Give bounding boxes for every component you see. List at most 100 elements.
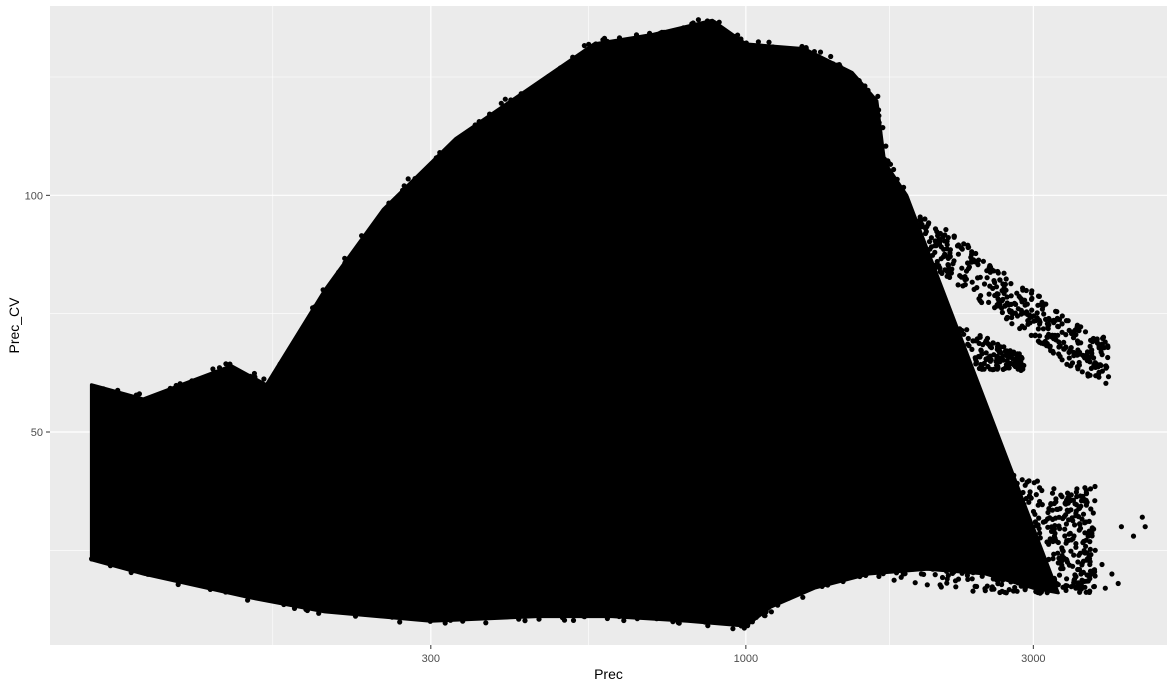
data-point [874, 464, 881, 470]
data-point [926, 503, 932, 509]
data-point [987, 517, 993, 523]
data-point [975, 275, 981, 281]
data-point [900, 480, 906, 486]
data-point [980, 258, 987, 264]
data-point [783, 520, 789, 526]
data-point [1097, 362, 1103, 368]
data-point [978, 566, 984, 572]
data-point [1012, 358, 1018, 364]
data-point [386, 200, 392, 206]
data-point [804, 460, 811, 466]
data-point [917, 349, 924, 355]
data-point [782, 47, 788, 53]
data-point [930, 519, 937, 525]
data-point [962, 277, 968, 283]
data-point [868, 471, 875, 478]
data-point [1076, 506, 1082, 512]
data-point [969, 279, 975, 285]
data-point [226, 366, 232, 372]
data-point [1087, 372, 1093, 378]
data-point [818, 552, 825, 558]
data-point [1013, 301, 1019, 307]
data-point [803, 494, 809, 500]
point-cloud [89, 18, 1060, 628]
data-point [1040, 326, 1046, 332]
data-point [877, 130, 883, 136]
data-point [999, 581, 1005, 588]
data-point [1062, 500, 1069, 506]
data-point [990, 340, 996, 346]
data-point [974, 495, 980, 501]
data-point [875, 506, 882, 512]
data-point [865, 458, 871, 464]
data-point [894, 507, 900, 513]
data-point [102, 389, 108, 395]
data-point [1039, 502, 1045, 508]
data-point [870, 336, 876, 342]
data-point [800, 547, 806, 553]
data-point [995, 365, 1001, 371]
data-point [935, 481, 941, 487]
data-point [342, 255, 348, 261]
data-point [837, 494, 843, 500]
data-point [813, 428, 819, 434]
data-point [889, 484, 895, 491]
data-point [887, 467, 893, 474]
data-point [876, 120, 882, 126]
data-point [747, 45, 753, 52]
data-point [870, 477, 876, 484]
data-point [175, 581, 181, 588]
data-point [830, 508, 836, 514]
data-point [1015, 568, 1021, 575]
data-point [904, 322, 910, 328]
data-point [944, 529, 950, 536]
data-point [1009, 564, 1015, 571]
data-point [1061, 339, 1067, 345]
data-point [961, 331, 967, 337]
data-point [1037, 535, 1043, 541]
data-point [297, 601, 303, 607]
data-point [1059, 494, 1065, 500]
data-point [931, 262, 938, 268]
data-point [930, 485, 936, 491]
data-point [207, 586, 213, 593]
data-point [1059, 553, 1065, 559]
data-point [955, 354, 961, 360]
data-point [657, 30, 663, 36]
data-point [902, 555, 908, 561]
data-point [675, 619, 681, 626]
data-point [869, 447, 875, 453]
data-point [1017, 499, 1024, 505]
data-point [947, 535, 953, 541]
data-point [795, 539, 801, 545]
data-point [973, 361, 979, 367]
data-point [764, 604, 770, 610]
data-point [940, 364, 946, 370]
data-point [1049, 507, 1055, 513]
data-point [1079, 369, 1085, 375]
data-point [310, 305, 316, 311]
data-point [1050, 348, 1056, 354]
data-point [953, 497, 959, 503]
data-point [987, 283, 993, 289]
data-point [1051, 526, 1057, 532]
data-point [924, 538, 931, 545]
data-point [1045, 509, 1051, 516]
data-point [1057, 526, 1063, 532]
data-point [847, 522, 853, 529]
data-point [884, 458, 890, 464]
data-point [959, 570, 965, 576]
data-point [840, 501, 846, 507]
data-point [824, 535, 830, 541]
data-point [924, 549, 930, 555]
data-point [920, 506, 927, 512]
data-point [965, 497, 971, 503]
data-point [1058, 566, 1064, 572]
data-point [789, 545, 795, 551]
data-point [840, 556, 847, 562]
data-point [845, 463, 851, 469]
data-point [817, 49, 824, 55]
data-point [851, 536, 857, 543]
data-point [825, 477, 832, 483]
data-point [882, 312, 888, 318]
